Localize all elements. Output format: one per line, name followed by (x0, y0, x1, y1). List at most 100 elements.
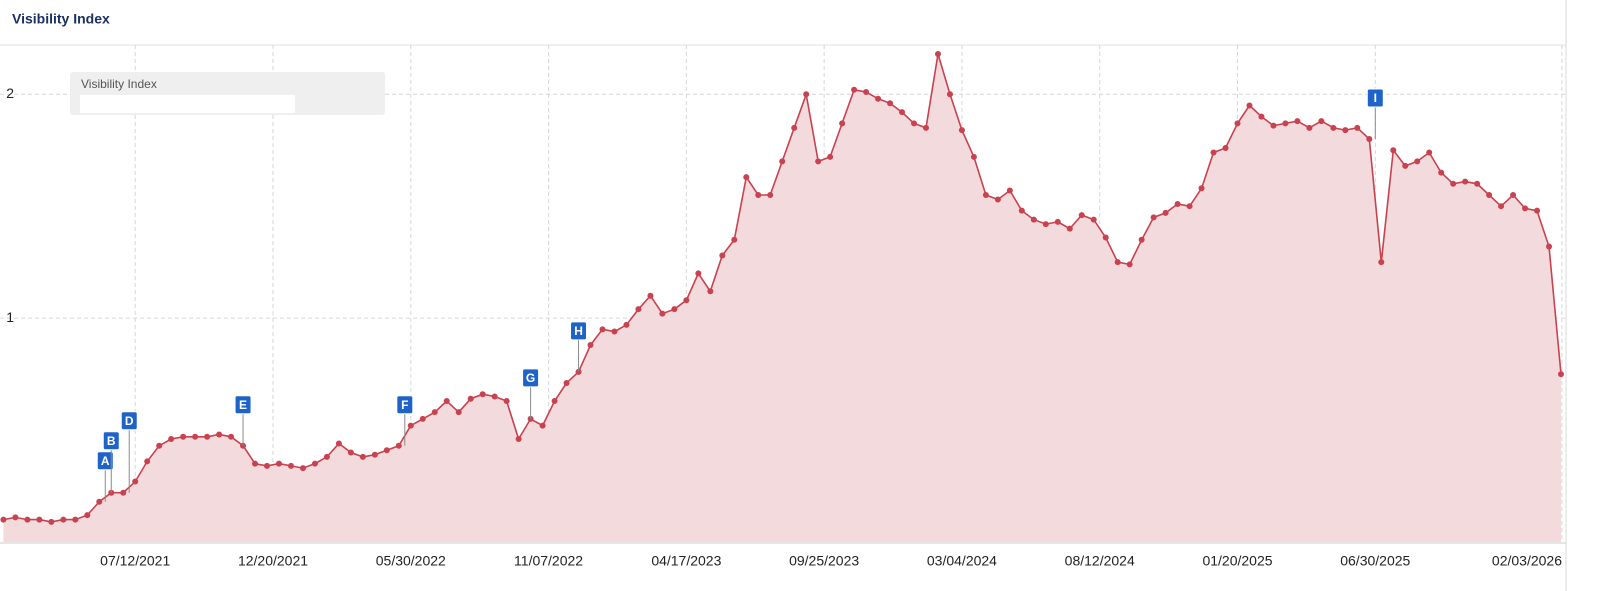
data-point (1558, 371, 1564, 378)
event-label: G (526, 371, 535, 385)
data-point (359, 453, 366, 460)
data-point (204, 433, 211, 440)
x-tick-label: 12/20/2021 (238, 553, 308, 569)
data-point (815, 158, 822, 165)
data-point (743, 174, 750, 181)
data-point (683, 297, 690, 304)
data-point (779, 158, 786, 165)
data-point (1102, 234, 1109, 241)
data-point (132, 478, 139, 485)
event-label: F (401, 398, 408, 412)
event-flag (522, 368, 540, 388)
data-point (1210, 149, 1217, 156)
data-point (1246, 102, 1253, 109)
data-point (887, 100, 894, 107)
data-point (443, 397, 450, 404)
data-point (827, 153, 834, 160)
event-label: H (574, 324, 583, 338)
event-flag (96, 451, 114, 471)
data-point (1438, 169, 1445, 176)
data-point (587, 341, 594, 348)
data-point (1090, 216, 1097, 223)
area (3, 54, 1561, 542)
data-point (96, 498, 103, 505)
event-flag (396, 395, 414, 415)
data-point (491, 393, 498, 400)
plot: 1 2 07/12/2021 12/20/2021 05/30/2022 11/07/20… (0, 45, 1566, 569)
data-point (48, 518, 55, 525)
data-point (1162, 209, 1169, 216)
data-point (84, 512, 91, 519)
data-point (1282, 120, 1289, 127)
data-point (1174, 200, 1181, 207)
event-flag (570, 321, 588, 341)
data-point (659, 310, 666, 317)
event-flag (120, 411, 138, 431)
data-point (635, 306, 642, 313)
data-point (1366, 136, 1373, 143)
data-point (671, 306, 678, 313)
data-point (264, 462, 271, 469)
data-point (467, 395, 474, 402)
data-point (551, 397, 558, 404)
data-point (168, 436, 175, 443)
data-point (60, 516, 67, 523)
data-point (1330, 124, 1337, 131)
data-point (1450, 180, 1457, 187)
data-point (563, 380, 570, 387)
data-point (707, 288, 714, 295)
data-point (1462, 178, 1469, 185)
data-point (479, 391, 486, 398)
x-tick-label: 05/30/2022 (376, 553, 446, 569)
data-point (431, 409, 438, 416)
data-point (216, 431, 223, 438)
data-point (1018, 207, 1025, 214)
data-point (1486, 191, 1493, 198)
data-point (383, 447, 390, 454)
data-point (1150, 214, 1157, 221)
chart-title: Visibility Index (12, 11, 110, 27)
data-point (1390, 147, 1397, 154)
data-point (1138, 236, 1145, 243)
data-point (144, 458, 151, 465)
data-point (623, 321, 630, 328)
data-point (1342, 127, 1349, 134)
data-point (1114, 259, 1121, 266)
data-point (1546, 243, 1553, 250)
data-point (1534, 207, 1541, 214)
x-tick-label: 06/30/2025 (1340, 553, 1410, 569)
event-label: B (107, 434, 116, 448)
data-point (1234, 120, 1241, 127)
data-point (156, 442, 163, 449)
y-tick-label: 2 (6, 85, 14, 101)
data-point (503, 397, 510, 404)
data-point (192, 433, 199, 440)
data-point (599, 326, 606, 333)
data-point (791, 124, 798, 131)
data-point (1378, 259, 1385, 266)
data-point (647, 292, 654, 299)
data-point (72, 516, 79, 523)
data-point (419, 415, 426, 422)
data-point (839, 120, 846, 127)
event-flag (234, 395, 252, 415)
data-point (767, 191, 774, 198)
x-tick-label: 08/12/2024 (1065, 553, 1135, 569)
event-flag (1366, 88, 1384, 108)
data-point (946, 91, 953, 98)
data-point (934, 50, 941, 57)
x-tick-label: 01/20/2025 (1202, 553, 1272, 569)
data-point (1258, 113, 1265, 120)
x-tick-label: 03/04/2024 (927, 553, 997, 569)
data-point (1030, 216, 1037, 223)
data-point (1354, 124, 1361, 131)
data-point (1402, 162, 1409, 169)
data-point (347, 449, 354, 456)
data-point (719, 252, 726, 259)
data-point (12, 514, 19, 521)
data-point (120, 489, 127, 496)
data-point (275, 460, 282, 467)
data-point (515, 436, 522, 443)
